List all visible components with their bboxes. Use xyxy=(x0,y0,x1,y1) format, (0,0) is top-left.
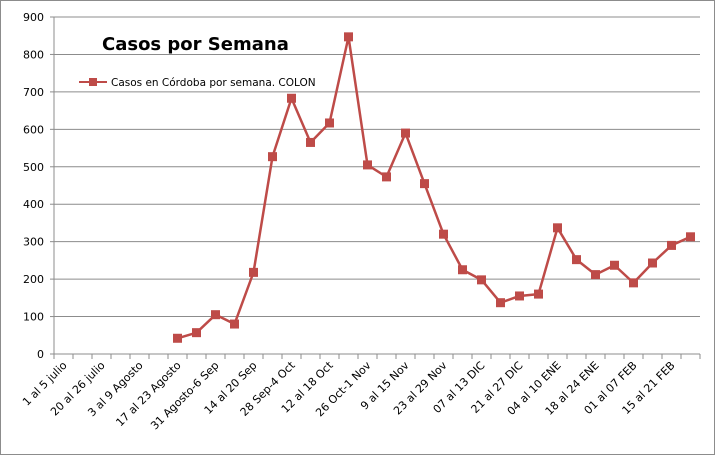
data-point-marker xyxy=(401,128,410,138)
axes xyxy=(53,17,700,355)
data-point-marker xyxy=(610,260,619,270)
legend: Casos en Córdoba por semana. COLON xyxy=(79,77,316,89)
y-tick-label: 800 xyxy=(23,48,44,61)
y-tick-label: 500 xyxy=(23,161,44,174)
y-tick-label: 300 xyxy=(23,236,44,249)
y-tick-label: 0 xyxy=(37,348,44,361)
data-point-marker xyxy=(686,232,695,242)
y-tick-label: 200 xyxy=(23,273,44,286)
legend-label: Casos en Córdoba por semana. COLON xyxy=(111,77,316,89)
data-point-marker xyxy=(629,278,638,288)
y-tick-label: 400 xyxy=(23,198,44,211)
data-point-marker xyxy=(458,265,467,275)
y-tick-label: 900 xyxy=(23,11,44,24)
data-point-marker xyxy=(382,172,391,182)
y-tick-label: 700 xyxy=(23,86,44,99)
data-point-marker xyxy=(363,160,372,170)
data-point-marker xyxy=(439,229,448,239)
data-point-marker xyxy=(648,258,657,268)
data-point-marker xyxy=(287,93,296,103)
data-point-marker xyxy=(192,328,201,338)
data-point-marker xyxy=(572,255,581,265)
data-point-marker xyxy=(249,267,258,277)
data-point-marker xyxy=(591,270,600,280)
gridlines xyxy=(54,16,700,318)
data-point-marker xyxy=(230,319,239,329)
data-point-marker xyxy=(344,32,353,42)
y-tick-label: 600 xyxy=(23,123,44,136)
x-tick-label: 31 Agosto-6 Sep xyxy=(148,359,221,432)
data-point-marker xyxy=(477,275,486,285)
chart-title: Casos por Semana xyxy=(102,34,289,55)
data-point-marker xyxy=(268,152,277,162)
data-point-marker xyxy=(515,291,524,301)
data-point-marker xyxy=(553,223,562,233)
data-point-marker xyxy=(534,289,543,299)
data-point-marker xyxy=(667,240,676,250)
series-line xyxy=(177,35,692,340)
data-point-marker xyxy=(420,179,429,189)
series-layer xyxy=(173,32,695,343)
data-point-marker xyxy=(173,333,182,343)
y-tick-label: 100 xyxy=(23,311,44,324)
data-point-marker xyxy=(496,298,505,308)
y-axis-ticks: 0 100 200 300 400 500 600 700 800 900 xyxy=(23,11,54,361)
data-point-marker xyxy=(325,118,334,128)
legend-marker-swatch xyxy=(89,78,97,86)
data-point-marker xyxy=(306,137,315,147)
x-tick-label: 17 al 23 Agosto xyxy=(113,359,183,429)
data-point-marker xyxy=(211,310,220,320)
